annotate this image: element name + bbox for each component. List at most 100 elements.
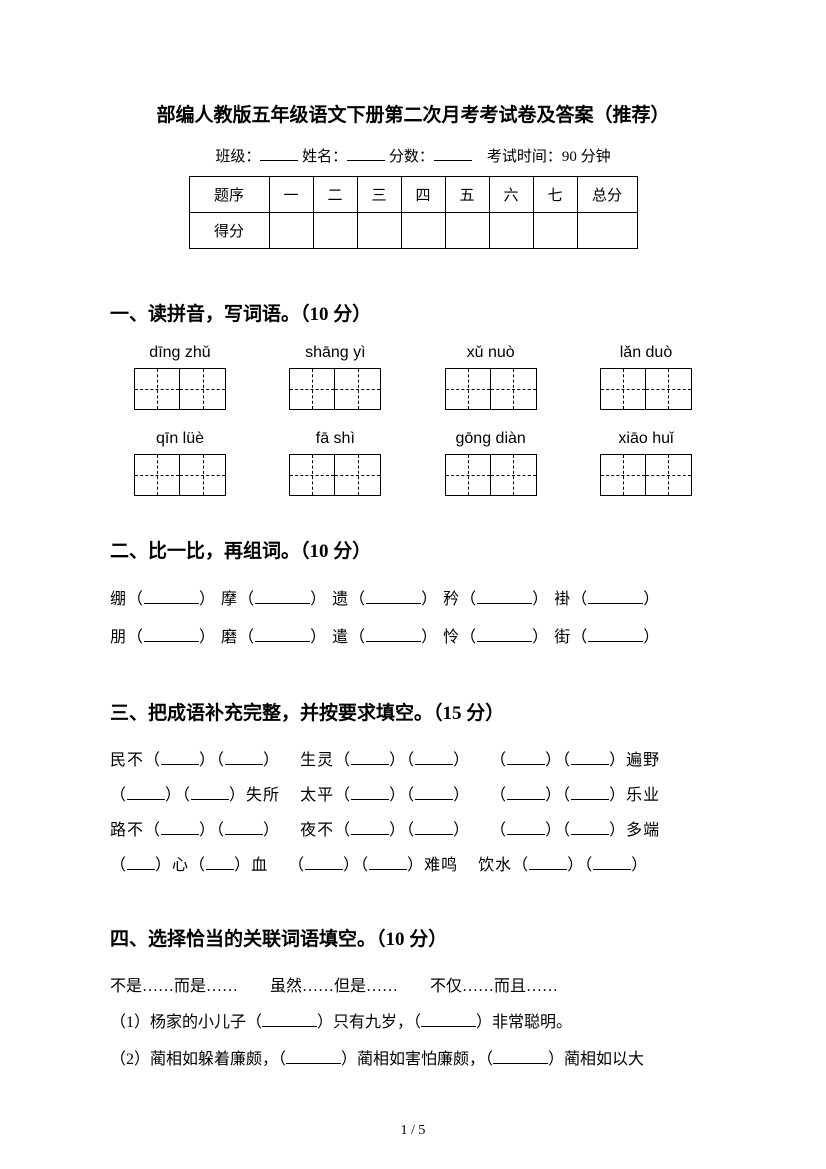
table-row: 题序 一 二 三 四 五 六 七 总分	[189, 177, 637, 213]
blank[interactable]	[507, 819, 545, 835]
cell-header: 一	[269, 177, 313, 213]
blank[interactable]	[593, 854, 631, 870]
idiom-line: （）（）失所 太平（）（） （）（）乐业	[110, 778, 716, 813]
cell-header: 六	[489, 177, 533, 213]
char: 朋	[110, 629, 127, 646]
blank[interactable]	[507, 749, 545, 765]
score-blank[interactable]	[434, 146, 472, 161]
blank[interactable]	[588, 626, 643, 642]
blank[interactable]	[161, 819, 199, 835]
section-4-title: 四、选择恰当的关联词语填空。（10 分）	[110, 924, 716, 951]
text: （2）蔺相如躲着廉颇，（	[110, 1051, 286, 1068]
idiom-line: 民不（）（） 生灵（）（） （）（）遍野	[110, 743, 716, 778]
blank[interactable]	[286, 1048, 341, 1064]
blank[interactable]	[366, 626, 421, 642]
text: ）只有九岁，（	[317, 1014, 421, 1031]
text: 路不	[110, 822, 144, 839]
blank[interactable]	[262, 1011, 317, 1027]
blank[interactable]	[144, 626, 199, 642]
text: 民不	[110, 752, 144, 769]
pinyin-label: shāng yì	[275, 344, 395, 362]
compare-line: 绷（） 摩（） 遗（） 矜（） 褂（）	[110, 581, 716, 619]
cell-blank[interactable]	[269, 213, 313, 249]
cell-blank[interactable]	[577, 213, 637, 249]
cell-header: 四	[401, 177, 445, 213]
blank[interactable]	[351, 784, 389, 800]
text: ）非常聪明。	[476, 1014, 572, 1031]
cell-blank[interactable]	[357, 213, 401, 249]
question-line: （2）蔺相如躲着廉颇，（）蔺相如害怕廉颇，（）蔺相如以大	[110, 1042, 716, 1079]
char-boxes-row	[110, 454, 716, 496]
pinyin-label: xiāo huǐ	[586, 430, 706, 448]
cell-blank[interactable]	[445, 213, 489, 249]
text: 血	[251, 857, 268, 874]
blank[interactable]	[305, 854, 343, 870]
blank[interactable]	[206, 854, 234, 870]
blank[interactable]	[366, 588, 421, 604]
char-box-pair[interactable]	[120, 454, 240, 496]
blank[interactable]	[161, 749, 199, 765]
blank[interactable]	[351, 819, 389, 835]
blank[interactable]	[507, 784, 545, 800]
name-blank[interactable]	[347, 146, 385, 161]
char: 遗	[332, 591, 349, 608]
blank[interactable]	[255, 626, 310, 642]
char-box-pair[interactable]	[120, 368, 240, 410]
char: 绷	[110, 591, 127, 608]
char-box-pair[interactable]	[586, 454, 706, 496]
blank[interactable]	[415, 749, 453, 765]
class-blank[interactable]	[260, 146, 298, 161]
char: 褂	[554, 591, 571, 608]
compare-line: 朋（） 磨（） 遣（） 怜（） 街（）	[110, 619, 716, 657]
cell-blank[interactable]	[533, 213, 577, 249]
section-1-title: 一、读拼音，写词语。（10 分）	[110, 299, 716, 326]
char: 怜	[443, 629, 460, 646]
section-2-title: 二、比一比，再组词。（10 分）	[110, 536, 716, 563]
blank[interactable]	[571, 819, 609, 835]
blank[interactable]	[351, 749, 389, 765]
blank[interactable]	[571, 749, 609, 765]
blank[interactable]	[127, 854, 155, 870]
idiom-line: （）心（）血 （）（）难鸣 饮水（）（）	[110, 848, 716, 883]
class-label: 班级：	[215, 149, 260, 165]
blank[interactable]	[415, 784, 453, 800]
pinyin-label: lǎn duò	[586, 344, 706, 362]
char-box-pair[interactable]	[586, 368, 706, 410]
char-box-pair[interactable]	[431, 454, 551, 496]
blank[interactable]	[255, 588, 310, 604]
blank[interactable]	[477, 626, 532, 642]
char: 矜	[443, 591, 460, 608]
blank[interactable]	[369, 854, 407, 870]
blank[interactable]	[415, 819, 453, 835]
blank[interactable]	[421, 1011, 476, 1027]
options-line: 不是……而是…… 虽然……但是…… 不仅……而且……	[110, 969, 716, 1006]
cell-blank[interactable]	[313, 213, 357, 249]
blank[interactable]	[144, 588, 199, 604]
blank[interactable]	[191, 784, 229, 800]
blank[interactable]	[571, 784, 609, 800]
text: 多端	[626, 822, 660, 839]
pinyin-row: dīng zhǔ shāng yì xǔ nuò lǎn duò	[110, 344, 716, 362]
text: 遍野	[626, 752, 660, 769]
cell-blank[interactable]	[401, 213, 445, 249]
blank[interactable]	[588, 588, 643, 604]
char-box-pair[interactable]	[275, 454, 395, 496]
char-boxes-row	[110, 368, 716, 410]
text: ）蔺相如害怕廉颇，（	[341, 1051, 493, 1068]
section-3-title: 三、把成语补充完整，并按要求填空。（15 分）	[110, 698, 716, 725]
cell-blank[interactable]	[489, 213, 533, 249]
blank[interactable]	[127, 784, 165, 800]
blank[interactable]	[477, 588, 532, 604]
blank[interactable]	[493, 1048, 548, 1064]
student-info-line: 班级： 姓名： 分数： 考试时间：90 分钟	[110, 145, 716, 166]
pinyin-row: qīn lüè fā shì gōng diàn xiāo huǐ	[110, 430, 716, 448]
blank[interactable]	[529, 854, 567, 870]
pinyin-label: gōng diàn	[431, 430, 551, 448]
text: 饮水	[478, 857, 512, 874]
char-box-pair[interactable]	[431, 368, 551, 410]
char: 磨	[221, 629, 238, 646]
page-number: 1 / 5	[0, 1123, 826, 1139]
blank[interactable]	[225, 819, 263, 835]
blank[interactable]	[225, 749, 263, 765]
char-box-pair[interactable]	[275, 368, 395, 410]
